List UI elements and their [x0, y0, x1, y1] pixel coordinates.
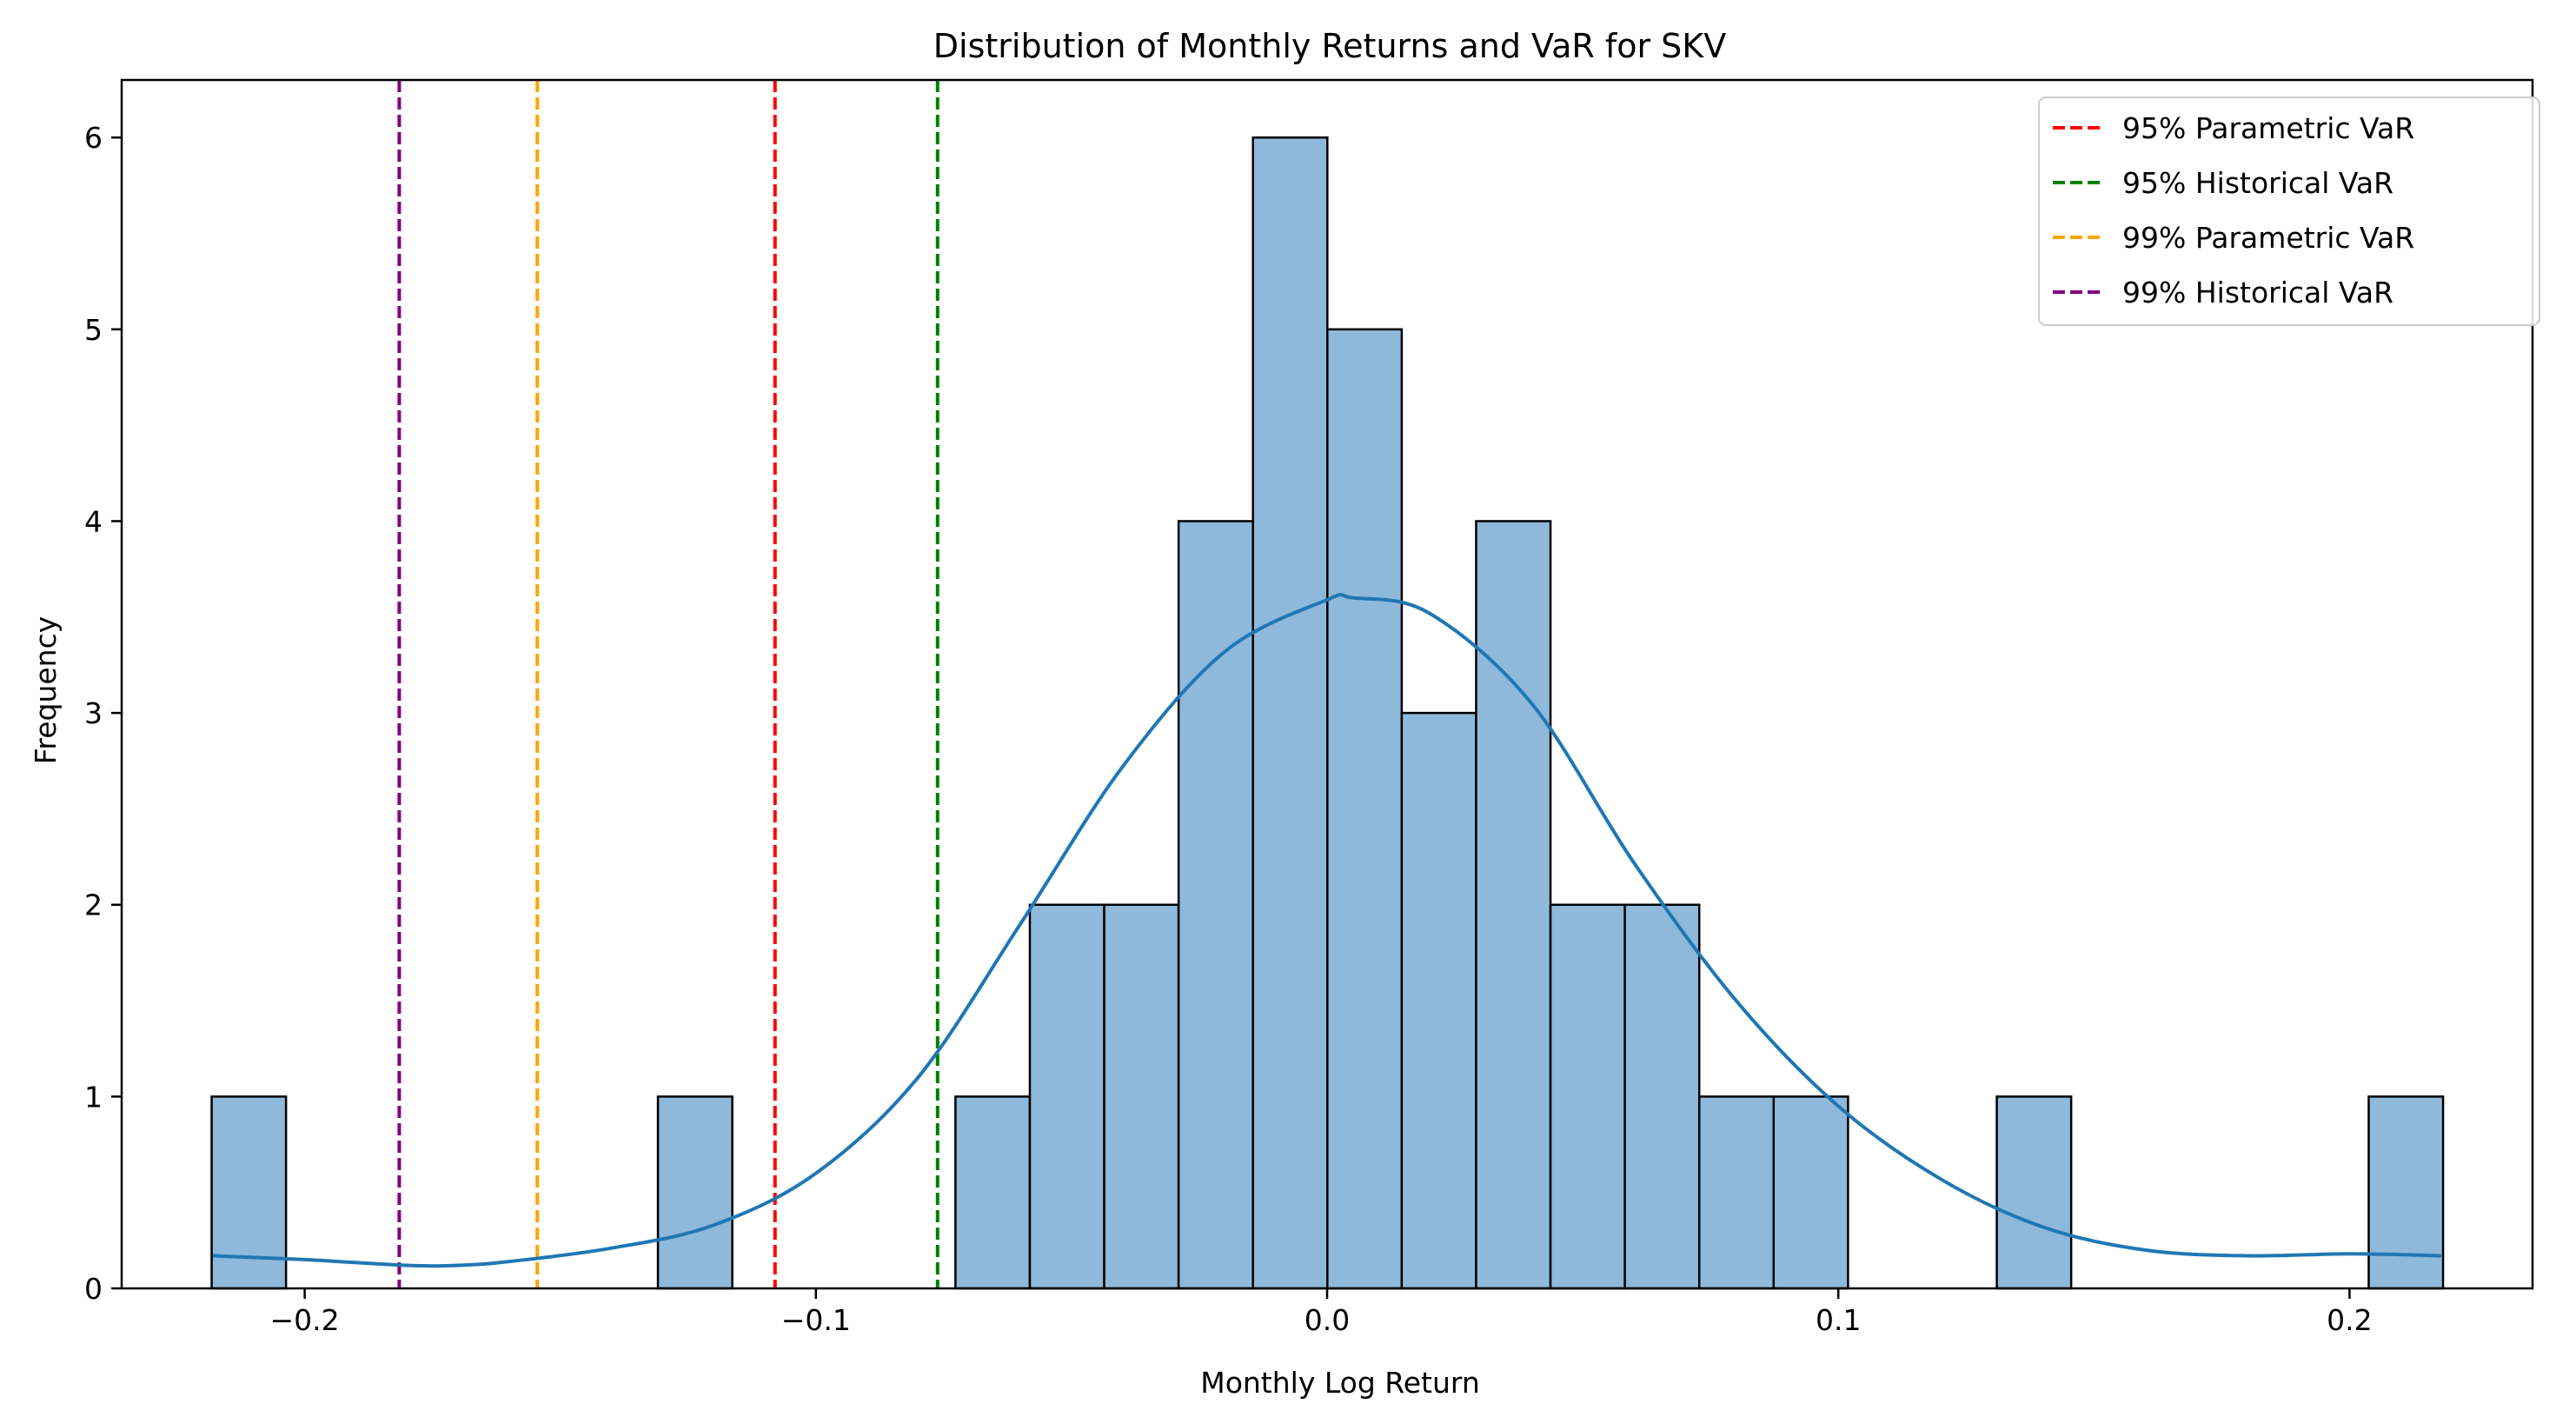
- y-tick-label: 1: [84, 1080, 103, 1114]
- y-tick-label: 4: [84, 504, 103, 538]
- histogram-bars: [210, 136, 2445, 1290]
- legend-label: 99% Historical VaR: [2122, 276, 2393, 309]
- histogram-bar: [1623, 903, 1701, 1290]
- legend: 95% Parametric VaR 95% Historical VaR 99% …: [2038, 96, 2540, 326]
- x-axis-ticks: −0.2 −0.1 0.0 0.1 0.2: [270, 1288, 2373, 1337]
- histogram-bar: [1549, 903, 1626, 1290]
- histogram-bar: [1772, 1095, 1849, 1290]
- x-tick-label: 0.2: [2327, 1303, 2372, 1337]
- y-tick-label: 0: [84, 1272, 103, 1306]
- histogram-bar: [1697, 1095, 1776, 1290]
- histogram-bar: [1400, 711, 1477, 1290]
- legend-label: 99% Parametric VaR: [2122, 221, 2414, 255]
- histogram-bar: [1995, 1095, 2073, 1290]
- kde-curve: [212, 592, 2442, 1268]
- histogram-bar: [2367, 1095, 2445, 1290]
- chart-title: Distribution of Monthly Returns and VaR …: [933, 27, 1726, 65]
- y-axis-ticks: 0 1 2 3 4 5 6: [84, 121, 122, 1306]
- x-tick-label: −0.1: [781, 1303, 851, 1337]
- histogram-bar: [656, 1095, 734, 1290]
- histogram-bar: [1177, 520, 1254, 1290]
- y-tick-label: 2: [84, 888, 103, 922]
- histogram-bar: [1475, 520, 1552, 1290]
- x-tick-label: 0.0: [1305, 1303, 1350, 1337]
- var-lines: [397, 80, 939, 1288]
- histogram-bar: [1251, 136, 1329, 1290]
- x-axis-label: Monthly Log Return: [1200, 1366, 1480, 1400]
- x-tick-label: 0.1: [1816, 1303, 1861, 1337]
- y-axis-label: Frequency: [29, 616, 63, 764]
- legend-label: 95% Parametric VaR: [2122, 111, 2414, 145]
- histogram-bar: [1326, 328, 1404, 1290]
- y-tick-label: 5: [84, 313, 103, 347]
- y-tick-label: 6: [84, 121, 103, 155]
- kde-curve-group: [212, 592, 2442, 1268]
- x-tick-label: −0.2: [270, 1303, 340, 1337]
- y-tick-label: 3: [84, 696, 103, 730]
- legend-box: [2038, 96, 2540, 326]
- histogram-bar: [1028, 903, 1105, 1290]
- histogram-bar: [954, 1095, 1032, 1290]
- histogram-bar: [1103, 903, 1180, 1290]
- legend-label: 95% Historical VaR: [2122, 166, 2393, 200]
